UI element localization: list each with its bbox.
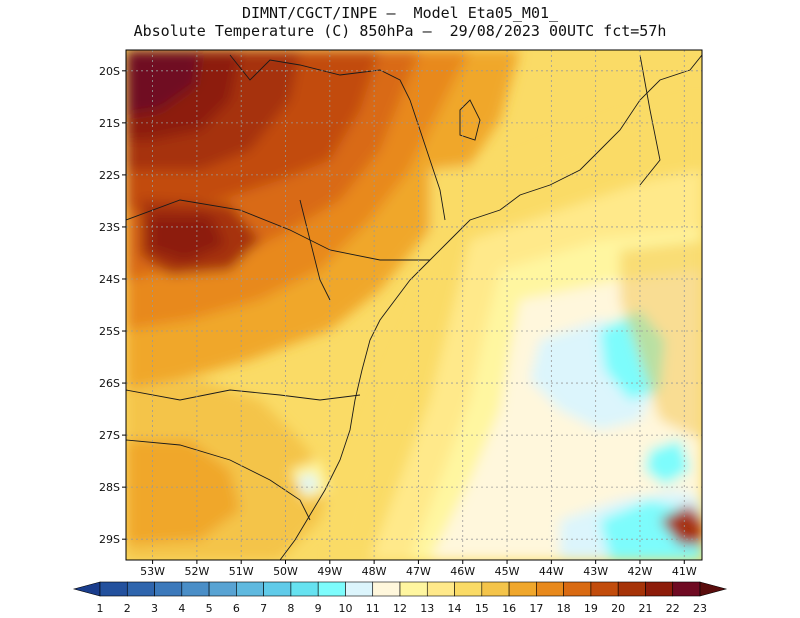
colorbar-label: 8: [287, 602, 294, 615]
lon-label: 52W: [184, 565, 209, 578]
colorbar-swatch: [426, 581, 455, 597]
colorbar-label: 9: [315, 602, 322, 615]
colorbar-swatch: [317, 581, 346, 597]
colorbar-swatch: [154, 581, 183, 597]
colorbar-swatch: [345, 581, 374, 597]
colorbar-label: 14: [448, 602, 462, 615]
colorbar-arrow-left: [72, 581, 101, 597]
colorbar-label: 1: [97, 602, 104, 615]
colorbar-swatch: [481, 581, 510, 597]
map-frame: [125, 49, 703, 561]
colorbar-label: 6: [233, 602, 240, 615]
colorbar-label: 21: [638, 602, 652, 615]
colorbar-swatch: [672, 581, 701, 597]
colorbar-label: 4: [178, 602, 185, 615]
temperature-field: [126, 50, 702, 560]
colorbar-swatch: [590, 581, 619, 597]
colorbar-label: 18: [557, 602, 571, 615]
lon-label: 46W: [450, 565, 475, 578]
lat-label: 27S: [99, 429, 120, 442]
lon-label: 53W: [140, 565, 165, 578]
colorbar-label: 2: [124, 602, 131, 615]
lat-label: 23S: [99, 221, 120, 234]
lon-label: 41W: [672, 565, 697, 578]
lon-label: 48W: [362, 565, 387, 578]
lon-label: 45W: [495, 565, 520, 578]
map-gridlines: [126, 50, 702, 560]
colorbar-label: 10: [338, 602, 352, 615]
lat-label: 24S: [99, 273, 120, 286]
colorbar-swatch: [126, 581, 155, 597]
lon-label: 43W: [583, 565, 608, 578]
chart-title-line2: Absolute Temperature (C) 850hPa — 29/08/…: [133, 22, 667, 40]
colorbar-swatch: [372, 581, 401, 597]
colorbar-label: 7: [260, 602, 267, 615]
lon-label: 49W: [317, 565, 342, 578]
lat-label: 29S: [99, 533, 120, 546]
lat-label: 20S: [99, 65, 120, 78]
colorbar-label: 23: [693, 602, 707, 615]
colorbar-label: 20: [611, 602, 625, 615]
colorbar-arrow-right: [699, 581, 728, 597]
chart-title-line1: DIMNT/CGCT/INPE — Model Eta05_M01_: [241, 4, 559, 22]
colorbar-swatch: [290, 581, 319, 597]
lon-label: 44W: [539, 565, 564, 578]
colorbar-swatch: [645, 581, 674, 597]
colorbar-label: 13: [420, 602, 434, 615]
colorbar-swatch: [99, 581, 128, 597]
colorbar-swatch: [263, 581, 292, 597]
colorbar-swatch: [208, 581, 237, 597]
colorbar-label: 22: [666, 602, 680, 615]
colorbar-label: 12: [393, 602, 407, 615]
colorbar-label: 15: [475, 602, 489, 615]
colorbar-label: 5: [206, 602, 213, 615]
colorbar-swatch: [236, 581, 264, 597]
lat-label: 25S: [99, 325, 120, 338]
colorbar-swatch: [454, 581, 483, 597]
lon-label: 51W: [229, 565, 254, 578]
lat-label: 26S: [99, 377, 120, 390]
coastline-borders: [126, 54, 702, 560]
colorbar-swatch: [181, 581, 210, 597]
lat-label: 28S: [99, 481, 120, 494]
colorbar: 1 2 3 4 5 6 7 8 9 10 11 12 13 14 15 16 17 18 19 20 21 22 23: [72, 581, 728, 615]
colorbar-swatch: [399, 581, 428, 597]
colorbar-swatch: [617, 581, 646, 597]
colorbar-label: 19: [584, 602, 598, 615]
latitude-labels: 20S 21S 22S 23S 24S 25S 26S 27S 28S 29S: [99, 65, 126, 546]
colorbar-label: 17: [529, 602, 543, 615]
colorbar-label: 16: [502, 602, 516, 615]
lat-label: 21S: [99, 117, 120, 130]
colorbar-swatch: [563, 581, 592, 597]
colorbar-label: 11: [366, 602, 380, 615]
colorbar-swatch: [508, 581, 537, 597]
lon-label: 47W: [406, 565, 431, 578]
longitude-labels: 53W 52W 51W 50W 49W 48W 47W 46W 45W 44W 43W 42W 41W: [140, 560, 697, 578]
lat-label: 22S: [99, 169, 120, 182]
lon-label: 50W: [273, 565, 298, 578]
colorbar-label: 3: [151, 602, 158, 615]
colorbar-swatch: [536, 581, 564, 597]
lon-label: 42W: [628, 565, 653, 578]
